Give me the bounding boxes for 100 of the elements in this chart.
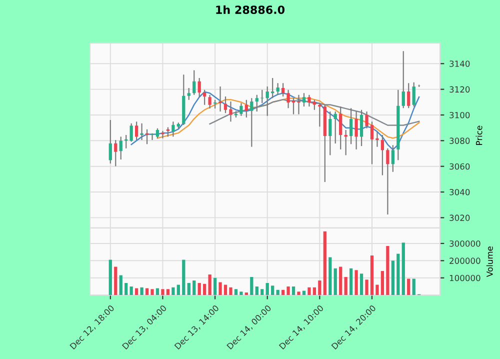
bar (218, 282, 222, 296)
bar (172, 287, 175, 296)
candlestick (114, 139, 118, 167)
bar (255, 286, 258, 296)
candlestick (402, 50, 405, 109)
bar (224, 284, 228, 296)
bar (334, 268, 337, 296)
y-tick-label: 3060 (450, 163, 470, 170)
bar (328, 257, 332, 296)
candlestick (328, 110, 332, 156)
bar (176, 284, 180, 296)
bar (276, 290, 280, 296)
bar (349, 268, 353, 296)
candlestick (376, 131, 379, 148)
y-tick-label: 100000 (450, 274, 480, 282)
candlestick (208, 94, 212, 110)
candlestick (281, 82, 285, 98)
candlestick (224, 96, 228, 114)
candlestick (365, 110, 368, 129)
candlestick (156, 128, 160, 139)
bar (370, 256, 374, 296)
y-tick-label: 3020 (450, 214, 470, 221)
candlestick (119, 136, 122, 160)
candlestick (360, 109, 364, 147)
candlestick (108, 119, 112, 164)
bar (208, 274, 212, 296)
bar (240, 292, 243, 296)
candlestick (349, 108, 353, 145)
candlestick (266, 86, 269, 116)
bar (380, 271, 384, 296)
y-tick-label: 3080 (450, 138, 470, 144)
candlestick (339, 106, 342, 150)
candlestick (391, 144, 394, 172)
candlestick (134, 121, 138, 141)
bar (312, 287, 316, 296)
candlestick (407, 82, 410, 109)
candlestick (229, 100, 232, 122)
candlestick (198, 77, 201, 98)
candlestick (354, 110, 358, 150)
bar (292, 286, 296, 296)
candlestick (250, 98, 254, 148)
bar (286, 286, 290, 296)
bar (376, 284, 379, 296)
candlestick (192, 70, 196, 96)
bar (145, 288, 149, 296)
bar (203, 284, 206, 296)
candlestick (130, 122, 133, 142)
bar (134, 288, 138, 296)
candlestick (308, 94, 311, 108)
bar (396, 254, 400, 296)
bar (182, 260, 186, 296)
bar (318, 280, 322, 296)
candlestick (276, 82, 280, 96)
y-tick-label: 3120 (450, 86, 470, 93)
bar (130, 286, 133, 296)
bar (412, 278, 416, 296)
y-tick-label: 3040 (450, 188, 470, 196)
bar (297, 292, 300, 296)
bar (271, 286, 274, 296)
candlestick (297, 94, 300, 115)
bar (124, 283, 128, 296)
bar (339, 266, 342, 296)
y-axis-title: Price (476, 126, 482, 145)
candlestick (412, 82, 416, 108)
y-tick-label: 200000 (450, 258, 480, 264)
bar (140, 287, 144, 296)
candlestick (302, 92, 306, 108)
bar (391, 260, 394, 296)
bar (114, 266, 118, 296)
bar (281, 290, 285, 296)
candlestick (386, 148, 390, 216)
bar (234, 289, 238, 296)
candlestick (380, 134, 384, 176)
bar (402, 242, 405, 296)
bar (365, 280, 368, 296)
candlestick (203, 89, 206, 106)
bar (192, 280, 196, 296)
bar (187, 283, 190, 296)
candlestick (370, 121, 374, 165)
candlestick (255, 94, 258, 112)
bar (308, 287, 311, 296)
bar (119, 275, 122, 296)
candlestick (166, 126, 170, 138)
bar (386, 246, 390, 296)
bar (213, 278, 217, 296)
bar (354, 270, 358, 296)
chart-title: 1h 28886.0 (216, 5, 285, 14)
candlestick (240, 102, 243, 116)
y-tick-label: 3100 (450, 112, 470, 118)
bar (260, 289, 264, 296)
candlestick (286, 89, 290, 109)
bar (108, 260, 112, 296)
bar (198, 283, 201, 296)
bar (360, 274, 364, 296)
bar (407, 278, 410, 296)
y-axis-title: Volume (486, 246, 493, 277)
candlestick (244, 99, 248, 118)
bar (244, 292, 248, 296)
bar (166, 289, 170, 296)
candlestick (292, 98, 296, 115)
